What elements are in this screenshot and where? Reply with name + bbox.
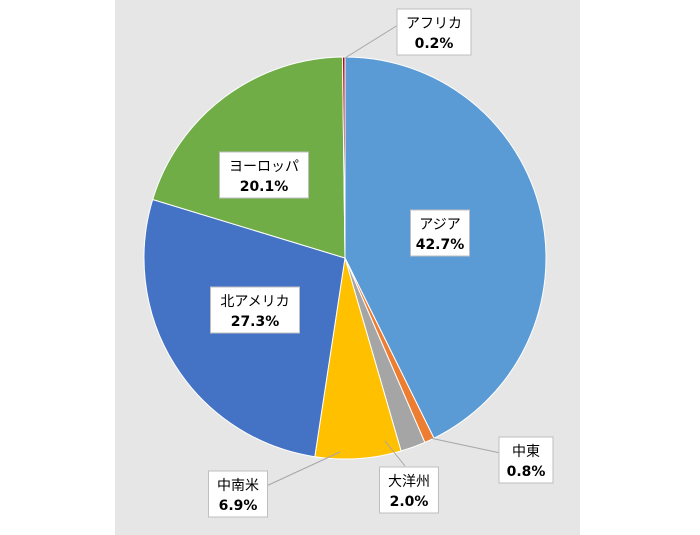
value-label-north-america: 27.3% bbox=[231, 314, 280, 330]
leader-line-africa bbox=[344, 19, 407, 59]
label-box-europe bbox=[219, 151, 309, 199]
leader-line-latin-america bbox=[261, 451, 341, 489]
label-box-africa bbox=[396, 8, 472, 56]
value-label-middle-east: 0.8% bbox=[507, 464, 546, 480]
category-label-europe: ヨーロッパ bbox=[229, 159, 299, 175]
pie-slice-africa bbox=[341, 56, 346, 259]
leader-line-middle-east bbox=[429, 437, 506, 455]
label-box-oceania bbox=[379, 466, 439, 514]
value-label-asia: 42.7% bbox=[416, 237, 465, 253]
value-label-africa: 0.2% bbox=[415, 36, 454, 52]
label-box-latin-america bbox=[208, 470, 268, 518]
label-box-asia bbox=[410, 209, 470, 257]
category-label-oceania: 大洋州 bbox=[388, 474, 430, 490]
pie-slices bbox=[143, 56, 547, 460]
label-box-north-america bbox=[210, 286, 300, 334]
value-label-latin-america: 6.9% bbox=[219, 498, 258, 514]
value-label-oceania: 2.0% bbox=[390, 494, 429, 510]
category-label-north-america: 北アメリカ bbox=[220, 294, 289, 310]
category-label-latin-america: 中南米 bbox=[217, 478, 259, 494]
category-label-africa: アフリカ bbox=[406, 16, 462, 32]
category-label-asia: アジア bbox=[419, 217, 460, 233]
category-label-middle-east: 中東 bbox=[512, 444, 540, 460]
data-labels: アジア 42.7% 中東 0.8% 大洋州 2.0% 中南米 6.9% 北アメリカ 27.3% ヨー… bbox=[208, 8, 554, 518]
label-box-middle-east bbox=[498, 436, 554, 484]
value-label-europe: 20.1% bbox=[240, 179, 289, 195]
leader-line-oceania bbox=[384, 440, 406, 467]
